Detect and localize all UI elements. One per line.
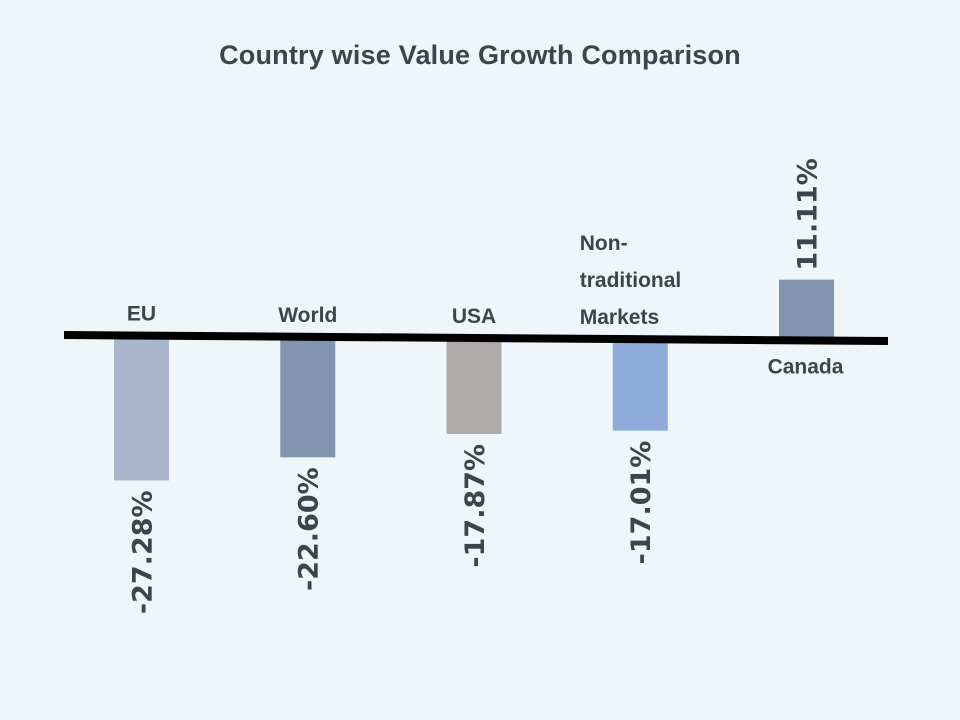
zero-axis-line	[63, 331, 889, 345]
category-label: Non-traditional Markets	[580, 232, 682, 329]
chart-title: Country wise Value Growth Comparison	[219, 40, 741, 70]
data-label: -17.01%	[626, 441, 657, 565]
data-label: -17.87%	[460, 444, 491, 568]
data-label: -27.28%	[128, 490, 159, 614]
bar-non--traditional-markets	[612, 342, 668, 431]
data-label: 11.11%	[793, 158, 824, 270]
category-label: EU	[127, 303, 156, 326]
bar-world	[280, 339, 336, 458]
category-label: USA	[452, 305, 496, 328]
bar-usa	[446, 340, 502, 434]
bar-eu	[114, 338, 169, 481]
category-label: Canada	[768, 355, 844, 378]
data-label: -22.60%	[294, 467, 325, 591]
bar-canada	[779, 279, 834, 338]
category-label: World	[278, 304, 337, 327]
